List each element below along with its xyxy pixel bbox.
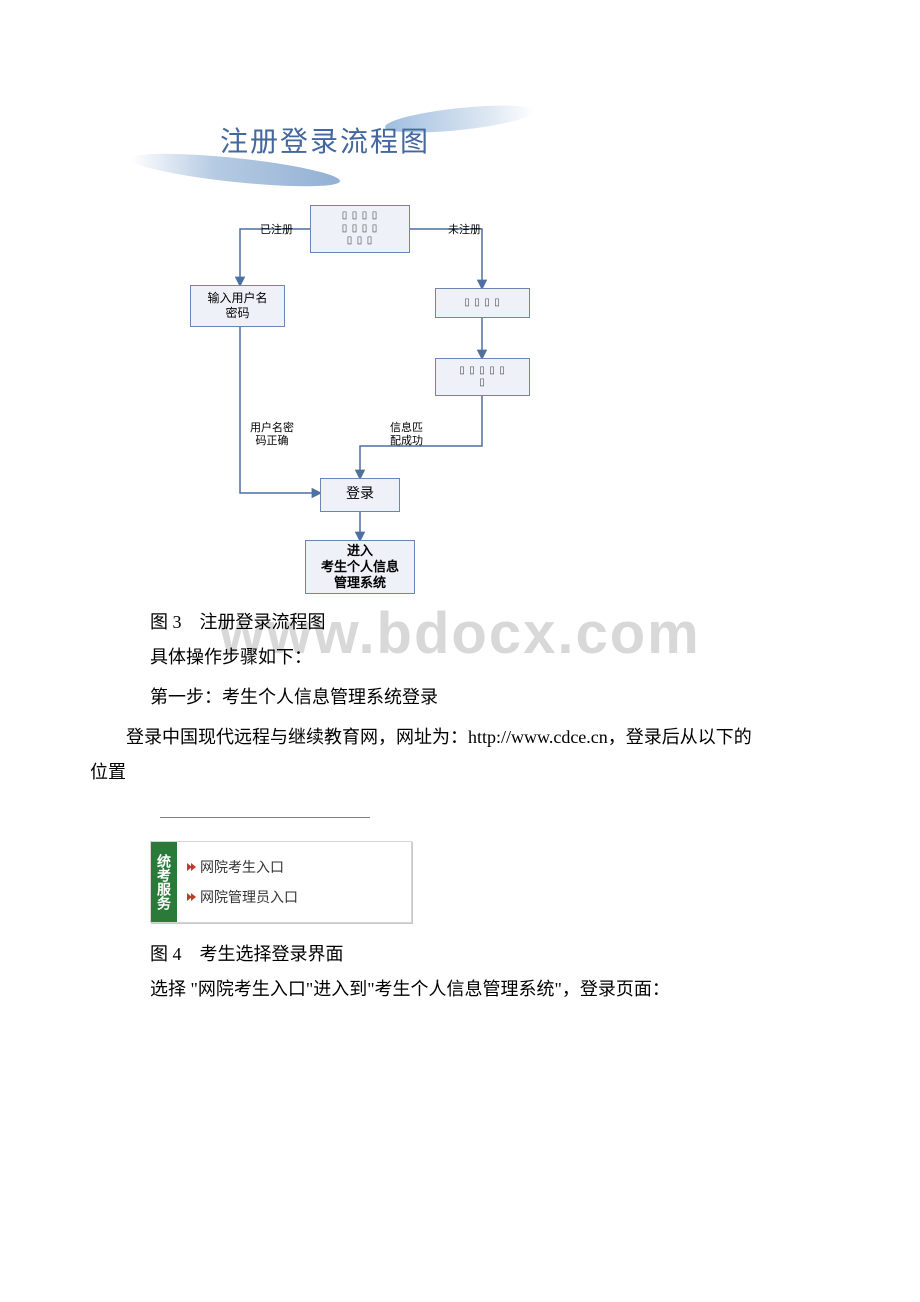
steps-intro: 具体操作步骤如下： [150,640,830,674]
flowchart-edges [160,90,550,600]
login-para-line1: 登录中国现代远程与继续教育网，网址为：http://www.cdce.cn，登录… [90,720,752,754]
flowchart-figure: 注册登录流程图 ▯ ▯ ▯ ▯▯ ▯ ▯ ▯▯ ▯ ▯ 输入用户名密码 ▯ ▯ … [160,90,550,600]
flow-node-login: 登录 [320,478,400,512]
figure4-caption: 图 4 考生选择登录界面 [150,940,830,966]
bullet-icon [191,893,196,901]
figure4-login-box: 统考服务 网院考生入口 网院管理员入口 [150,817,420,932]
edge-label-password-ok: 用户名密码正确 [250,422,294,448]
bullet-icon [191,863,196,871]
flow-node-right-2: ▯ ▯ ▯ ▯ ▯▯ [435,358,530,396]
flow-node-enter-system: 进入考生个人信息管理系统 [305,540,415,594]
fig4-link-candidate[interactable]: 网院考生入口 [191,857,411,877]
figure4-top-rule [160,817,370,818]
figure3-caption: 图 3 注册登录流程图 [150,608,830,634]
after-fig4-para: 选择 "网院考生入口"进入到"考生个人信息管理系统"，登录页面： [150,972,830,1006]
fig4-link-label: 网院管理员入口 [200,887,298,907]
fig4-link-admin[interactable]: 网院管理员入口 [191,887,411,907]
step1-heading: 第一步：考生个人信息管理系统登录 [150,680,830,714]
edge-label-match-ok: 信息匹配成功 [390,422,423,448]
edge-label-registered: 已注册 [260,224,293,237]
fig4-side-tab: 统考服务 [151,842,177,922]
edge-label-unregistered: 未注册 [448,224,481,237]
flow-node-input-userpw: 输入用户名密码 [190,285,285,327]
flow-node-right-1: ▯ ▯ ▯ ▯ [435,288,530,318]
flow-node-start: ▯ ▯ ▯ ▯▯ ▯ ▯ ▯▯ ▯ ▯ [310,205,410,253]
login-paragraph: 登录中国现代远程与继续教育网，网址为：http://www.cdce.cn，登录… [90,720,830,788]
login-para-line2: 位置 [90,762,126,782]
fig4-link-list: 网院考生入口 网院管理员入口 [177,842,411,922]
fig4-link-label: 网院考生入口 [200,857,284,877]
